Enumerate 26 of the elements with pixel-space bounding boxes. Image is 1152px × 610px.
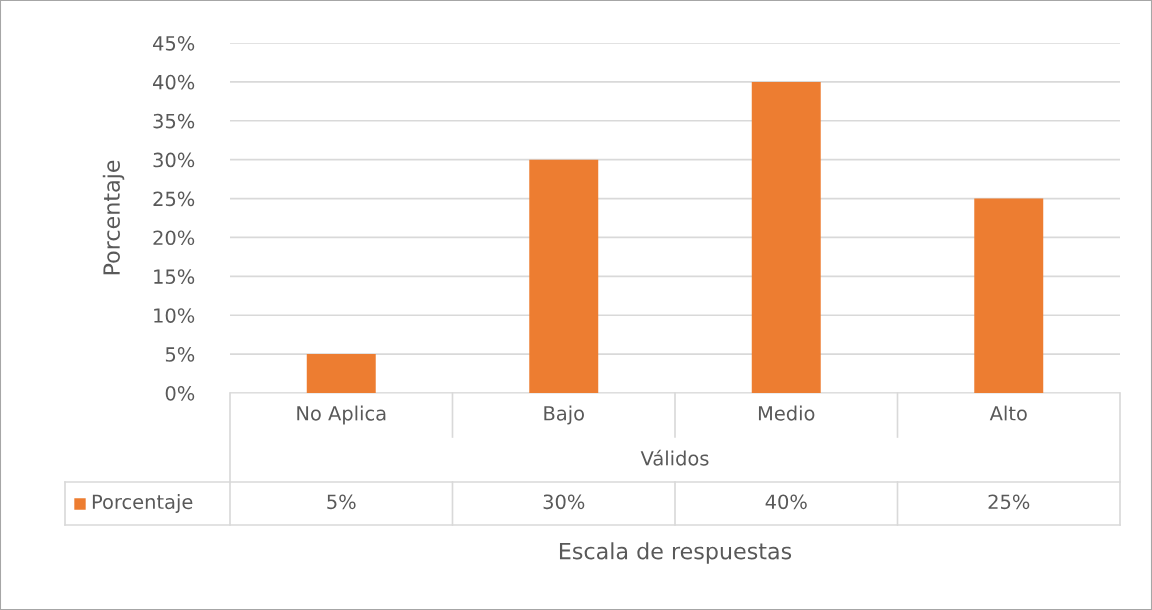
data-label: 40% [765,494,807,510]
y-tick-label: 30% [153,152,195,168]
y-tick-label: 25% [153,191,195,207]
y-tick-label: 0% [165,385,195,401]
y-tick-label: 35% [153,113,195,129]
y-axis-title: Porcentaje [102,160,125,275]
x-tick-label: Bajo [544,405,584,425]
bar [751,81,821,393]
text: Válidos [640,449,709,466]
y-tick-label: 20% [153,230,195,246]
y-tick-label: 5% [165,347,195,362]
x-tick-label: Medio [758,405,815,421]
bar [529,159,599,393]
bar [306,354,376,393]
y-tick-label: 15% [154,269,195,284]
data-label: 5% [327,494,356,510]
y-tick-label: 10% [154,308,195,323]
data-label: 30% [543,494,585,510]
y-tick-label: 45% [153,35,195,51]
x-tick-label: No Aplica [297,405,386,425]
x-tick-label: Alto [989,405,1027,421]
bar [974,198,1044,393]
y-tick-label: 40% [153,74,195,90]
legend-label: Porcentaje [92,494,193,513]
data-label: 25% [988,494,1030,510]
text: Escala de respuestas [559,542,792,564]
